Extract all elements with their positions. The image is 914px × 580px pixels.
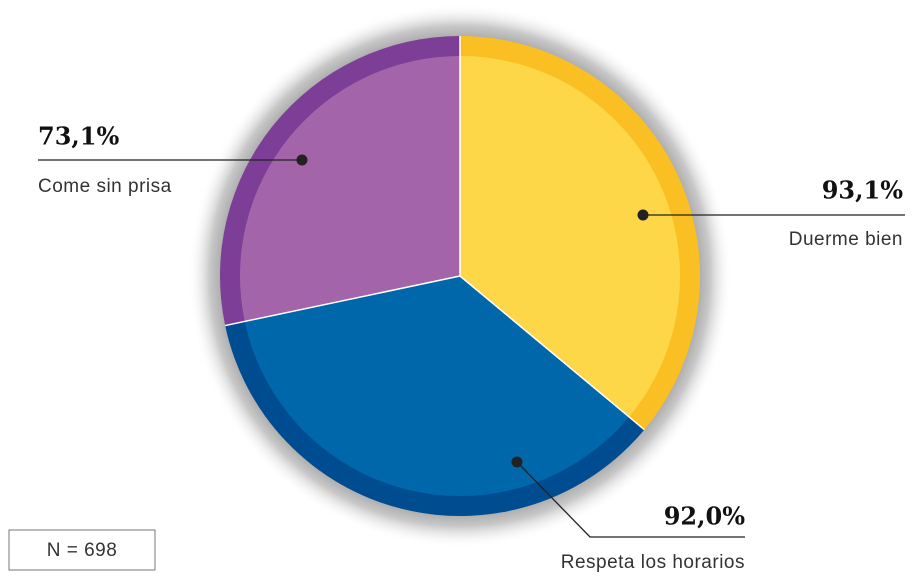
value-label: 73,1%	[38, 122, 119, 151]
leader-dot	[637, 209, 649, 221]
slice-divider	[225, 275, 461, 327]
category-label: Duerme bien	[789, 229, 903, 250]
note-box	[8, 529, 156, 571]
leader-line	[516, 461, 745, 538]
labels: 93,1% Duerme bien 92,0% Respeta los horario…	[38, 122, 905, 573]
slice	[460, 56, 680, 417]
slices	[219, 36, 701, 517]
slice	[244, 276, 630, 496]
leader-dot	[511, 456, 523, 468]
value-label: 92,0%	[664, 502, 745, 531]
category-label: Respeta los horarios	[561, 552, 745, 573]
leader-dot	[296, 154, 308, 166]
note: N = 698	[47, 540, 118, 561]
value-label: 93,1%	[822, 176, 903, 205]
category-label: Come sin prisa	[38, 176, 172, 197]
slice-divider	[459, 275, 645, 431]
slice	[240, 56, 460, 322]
